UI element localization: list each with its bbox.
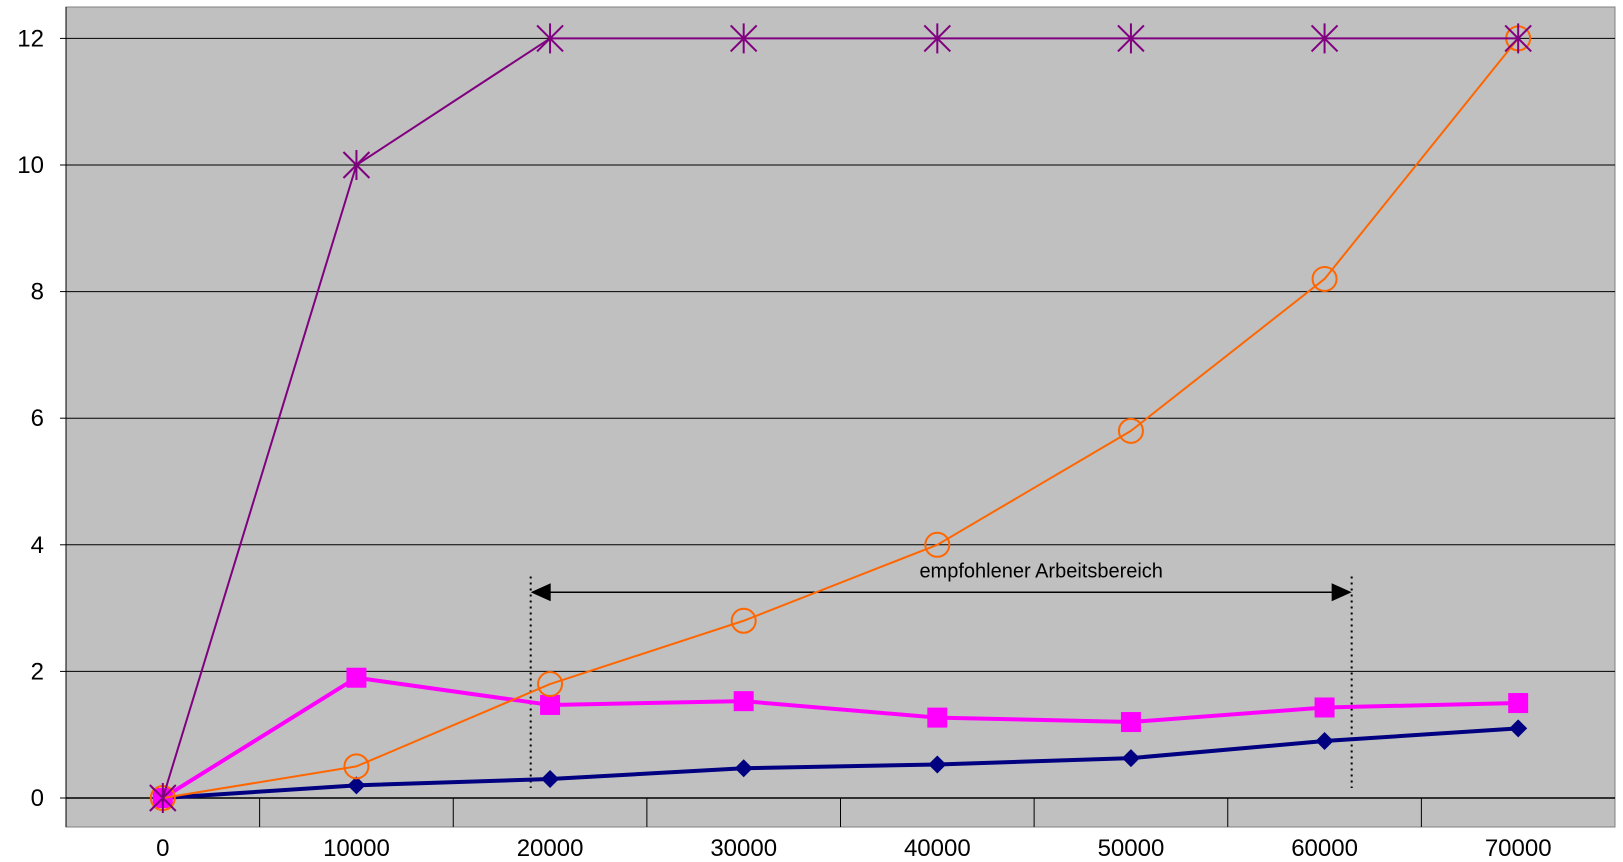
data-point-star xyxy=(1310,23,1339,54)
data-point-star xyxy=(729,23,758,54)
y-tick-label: 6 xyxy=(31,405,44,432)
x-tick-label: 20000 xyxy=(517,835,584,862)
x-tick-label: 10000 xyxy=(323,835,390,862)
range-arrow-head-right xyxy=(1331,583,1352,602)
data-point-diamond xyxy=(734,759,753,778)
y-tick-label: 10 xyxy=(17,152,44,179)
data-point-star xyxy=(1117,23,1145,54)
series-line xyxy=(162,726,1519,800)
data-point-star xyxy=(536,23,564,54)
x-tick-label: 40000 xyxy=(904,835,971,862)
series-line xyxy=(162,37,1519,799)
data-point-circle xyxy=(1311,265,1338,292)
range-arrow-head-left xyxy=(530,583,551,602)
data-point-circle xyxy=(343,753,370,780)
y-tick-label: 4 xyxy=(31,532,44,559)
series-line xyxy=(161,37,1519,799)
series-2 xyxy=(152,667,1529,808)
data-point-circle xyxy=(1117,417,1144,444)
y-axis-tick-labels: 0 2 4 6 8 10 12 xyxy=(17,25,44,812)
y-tick-label: 8 xyxy=(31,279,44,306)
recommended-range-annotation: empfohlener Arbeitsbereich xyxy=(529,560,1353,788)
x-axis-tick-labels: 0 10000 20000 30000 40000 50000 60000 70000 xyxy=(156,835,1551,862)
data-point-star xyxy=(342,150,371,180)
y-tick-label: 12 xyxy=(17,25,44,52)
data-point-square xyxy=(1508,693,1529,714)
data-point-diamond xyxy=(1509,719,1528,738)
data-point-square xyxy=(927,707,948,728)
data-point-square xyxy=(1120,712,1141,733)
series-4 xyxy=(149,23,1532,813)
data-point-square xyxy=(733,691,754,712)
data-point-diamond xyxy=(928,755,947,774)
data-point-square xyxy=(346,667,367,688)
x-tick-label: 50000 xyxy=(1098,835,1165,862)
data-point-star xyxy=(149,783,177,813)
data-point-circle xyxy=(537,671,564,698)
data-point-diamond xyxy=(347,776,366,795)
y-tick-label: 2 xyxy=(31,658,44,685)
data-point-diamond xyxy=(1121,749,1140,768)
x-tick-label: 60000 xyxy=(1291,835,1358,862)
data-point-diamond xyxy=(541,770,560,789)
x-category-dividers xyxy=(65,7,1615,827)
x-tick-label: 30000 xyxy=(710,835,777,862)
series-layer xyxy=(149,23,1532,813)
data-point-star xyxy=(1504,23,1532,54)
x-tick-label: 0 xyxy=(156,835,169,862)
data-point-square xyxy=(1314,697,1335,718)
data-point-star xyxy=(923,23,952,54)
data-point-circle xyxy=(730,607,757,634)
annotation-label: empfohlener Arbeitsbereich xyxy=(919,560,1162,582)
data-point-diamond xyxy=(1315,732,1334,751)
y-tick-label: 0 xyxy=(31,785,44,812)
data-point-square xyxy=(540,694,561,715)
series-line xyxy=(161,675,1519,800)
series-3 xyxy=(149,25,1532,811)
plot-area xyxy=(65,6,1616,828)
data-point-circle xyxy=(924,531,951,558)
x-tick-label: 70000 xyxy=(1485,835,1552,862)
